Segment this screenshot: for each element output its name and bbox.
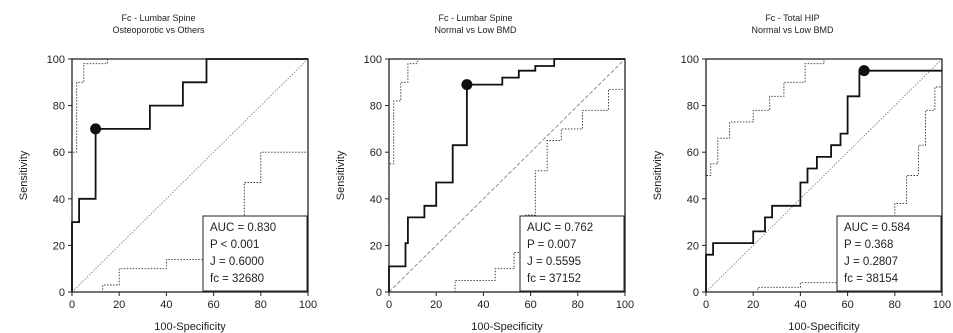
y-tick-label: 80: [53, 101, 65, 113]
roc-chart-2: 0 20 40 60 80 100 0 20 40 60 80 100 100-Specificity S…: [335, 54, 634, 333]
y-tick-label: 80: [370, 101, 382, 113]
x-axis-label: 100-Specificity: [154, 321, 226, 333]
ci-lower-line: [72, 151, 308, 293]
stats-line: J = 0.2807: [844, 256, 898, 268]
roc-chart-3: 0 20 40 60 80 100 0 20 40 60 80 100 100-Specificity S…: [652, 54, 951, 333]
y-tick-label: 100: [681, 54, 699, 66]
y-tick-label: 20: [370, 240, 382, 252]
x-tick-label: 40: [477, 299, 489, 311]
stats-line: P < 0.001: [210, 239, 259, 251]
ci-upper-line: [705, 58, 942, 292]
optimal-point: [461, 79, 473, 91]
x-tick-label: 80: [255, 299, 267, 311]
x-tick-label: 100: [299, 299, 317, 311]
y-tick-label: 20: [687, 240, 699, 252]
y-tick-label: 100: [47, 54, 65, 66]
x-tick-label: 60: [524, 299, 536, 311]
chart-subtitle: Normal vs Low BMD: [434, 25, 517, 35]
chart-title: Fc - Total HIP: [765, 13, 820, 23]
x-axis-label: 100-Specificity: [471, 321, 543, 333]
roc-curve: [705, 69, 942, 292]
stats-line: AUC = 0.584: [844, 222, 911, 234]
y-tick-label: 0: [376, 287, 382, 299]
roc-curve: [388, 58, 625, 292]
ci-upper-line: [71, 58, 308, 292]
roc-panel-1: Fc - Lumbar Spine Osteoporotic vs Others…: [0, 0, 317, 333]
x-tick-label: 40: [160, 299, 172, 311]
y-tick-label: 40: [687, 194, 699, 206]
x-tick-label: 0: [703, 299, 709, 311]
stats-line: fc = 38154: [844, 273, 899, 285]
x-axis-label: 100-Specificity: [788, 321, 860, 333]
ci-lower-line: [389, 88, 625, 293]
roc-panel-2: Fc - Lumbar Spine Normal vs Low BMD 0 20 4…: [317, 0, 634, 333]
roc-panel-3: Fc - Total HIP Normal vs Low BMD 0 20 40 60…: [634, 0, 951, 333]
y-tick-label: 60: [370, 147, 382, 159]
y-tick-label: 0: [59, 287, 65, 299]
y-tick-label: 60: [53, 147, 65, 159]
x-tick-label: 20: [113, 299, 125, 311]
x-tick-label: 40: [794, 299, 806, 311]
stats-box: [519, 215, 625, 292]
stats-line: J = 0.5595: [527, 256, 581, 268]
stats-line: fc = 37152: [527, 273, 581, 285]
optimal-point: [90, 123, 102, 135]
y-axis-label: Sensitivity: [335, 150, 347, 200]
x-tick-label: 100: [616, 299, 634, 311]
x-tick-label: 60: [207, 299, 219, 311]
y-tick-label: 40: [370, 194, 382, 206]
stats-line: AUC = 0.830: [210, 222, 276, 234]
stats-line: J = 0.6000: [210, 256, 264, 268]
y-tick-label: 0: [693, 287, 699, 299]
x-tick-label: 100: [933, 299, 951, 311]
ci-upper-line: [388, 58, 625, 292]
x-tick-label: 20: [747, 299, 759, 311]
stats-box: [202, 215, 308, 292]
chart-title: Fc - Lumbar Spine: [121, 13, 196, 23]
y-tick-label: 100: [364, 54, 382, 66]
stats-line: P = 0.007: [527, 239, 576, 251]
reference-diagonal: [705, 58, 943, 293]
y-tick-label: 80: [687, 101, 699, 113]
stats-line: fc = 32680: [210, 273, 264, 285]
roc-chart-1: 0 20 40 60 80 100 0 20 40 60 80 100 100-Specificity S…: [18, 54, 317, 333]
chart-subtitle: Osteoporotic vs Others: [112, 25, 205, 35]
optimal-point: [858, 65, 870, 77]
x-tick-label: 0: [69, 299, 75, 311]
x-tick-label: 0: [386, 299, 392, 311]
y-axis-label: Sensitivity: [18, 150, 30, 200]
stats-box: [836, 215, 942, 292]
chart-title: Fc - Lumbar Spine: [438, 13, 513, 23]
y-tick-label: 40: [53, 194, 65, 206]
y-tick-label: 20: [53, 240, 65, 252]
x-tick-label: 80: [889, 299, 901, 311]
y-axis-label: Sensitivity: [652, 150, 664, 200]
stats-line: P = 0.368: [844, 239, 893, 251]
x-tick-label: 80: [572, 299, 584, 311]
stats-line: AUC = 0.762: [527, 222, 593, 234]
roc-curve: [71, 58, 308, 292]
y-tick-label: 60: [687, 147, 699, 159]
reference-diagonal: [388, 58, 626, 293]
x-tick-label: 60: [841, 299, 853, 311]
x-tick-label: 20: [430, 299, 442, 311]
reference-diagonal: [71, 58, 309, 293]
chart-subtitle: Normal vs Low BMD: [751, 25, 834, 35]
